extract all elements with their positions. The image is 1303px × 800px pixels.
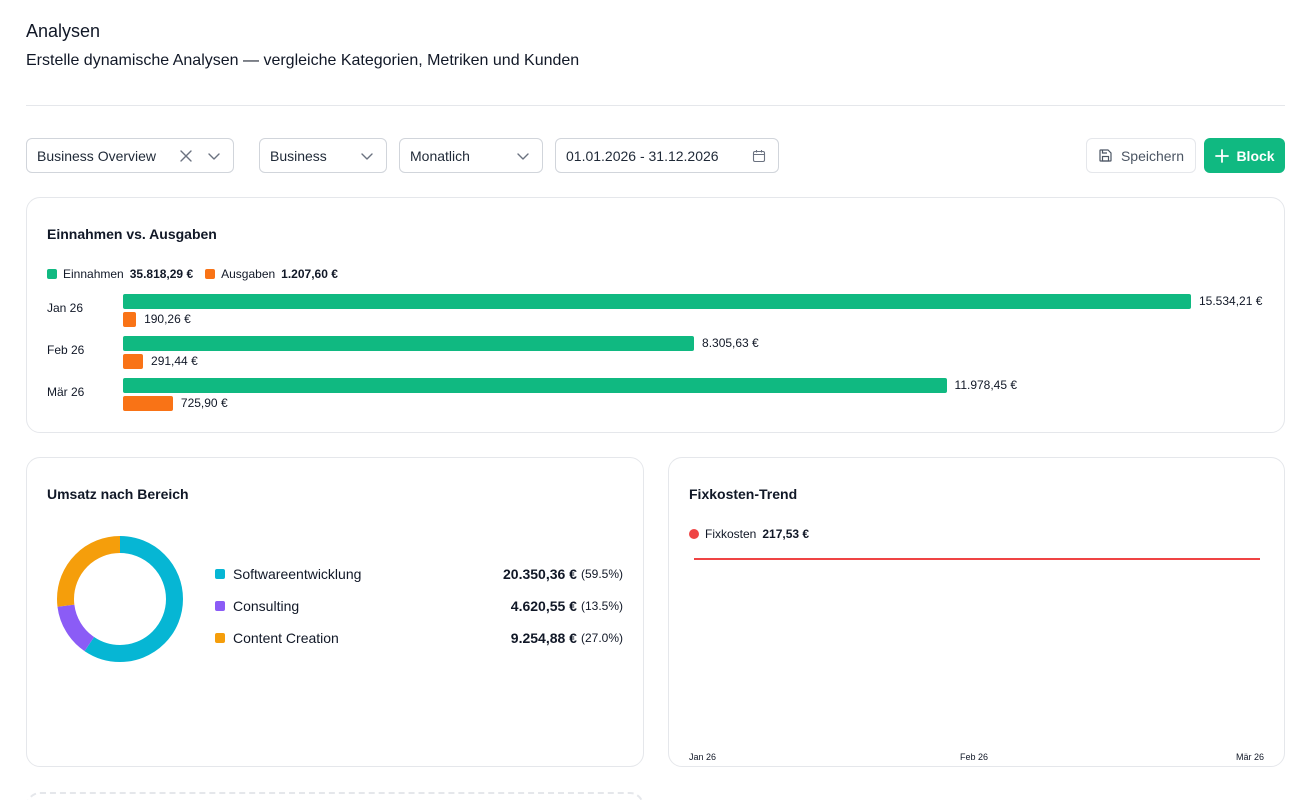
- income-bar: [123, 294, 1191, 309]
- card-title: Umsatz nach Bereich: [47, 486, 189, 502]
- legend-value-expense: 1.207,60 €: [281, 267, 338, 281]
- page-subtitle: Erstelle dynamische Analysen — vergleich…: [26, 52, 580, 69]
- legend-swatch-income: [47, 269, 57, 279]
- legend-swatch: [215, 569, 225, 579]
- income-value-label: 8.305,63 €: [702, 336, 759, 350]
- income-bar: [123, 336, 695, 351]
- chart-legend: Einnahmen 35.818,29 € Ausgaben 1.207,60 …: [47, 267, 350, 281]
- view-select[interactable]: Business Overview: [26, 138, 234, 173]
- category-percent: (59.5%): [580, 567, 623, 581]
- save-button[interactable]: Speichern: [1086, 138, 1196, 173]
- plus-icon: [1214, 148, 1230, 164]
- month-label: Jan 26: [47, 301, 84, 315]
- income-bar: [123, 378, 947, 393]
- category-name: Consulting: [233, 598, 300, 614]
- expense-value-label: 291,44 €: [151, 354, 198, 368]
- category-percent: (27.0%): [580, 631, 623, 645]
- donut-slice: [57, 536, 183, 662]
- legend-label: Fixkosten: [705, 527, 757, 541]
- legend-dot: [689, 529, 699, 539]
- list-item: Softwareentwicklung 20.350,36 € (59.5%): [215, 558, 623, 590]
- save-icon: [1098, 148, 1113, 163]
- chevron-down-icon: [205, 147, 223, 165]
- x-tick-label: Jan 26: [689, 752, 717, 762]
- chart-legend: Fixkosten 217,53 €: [689, 527, 809, 541]
- expense-value-label: 190,26 €: [144, 312, 191, 326]
- category-amount: 20.350,36 €: [503, 566, 577, 582]
- interval-select-label: Monatlich: [410, 147, 470, 164]
- line-chart: [694, 558, 1260, 560]
- bar-row: Feb 26 8.305,63 € 291,44 €: [27, 336, 1284, 372]
- x-tick-label: Mär 26: [1235, 752, 1264, 762]
- fixed-costs-card: Fixkosten-Trend Fixkosten 217,53 € Jan 2…: [668, 457, 1285, 767]
- income-value-label: 15.534,21 €: [1199, 294, 1263, 308]
- date-range-label: 01.01.2026 - 31.12.2026: [566, 147, 719, 164]
- calendar-icon: [750, 147, 768, 165]
- view-select-label: Business Overview: [37, 147, 157, 164]
- scope-select[interactable]: Business: [259, 138, 387, 173]
- date-range-picker[interactable]: 01.01.2026 - 31.12.2026: [555, 138, 779, 173]
- save-button-label: Speichern: [1120, 147, 1185, 164]
- legend-value: 217,53 €: [762, 527, 810, 541]
- legend-swatch-expense: [205, 269, 216, 279]
- x-tick-label: Feb 26: [960, 752, 989, 762]
- expense-bar: [123, 312, 137, 327]
- income-value-label: 11.978,45 €: [954, 378, 1018, 392]
- legend-value-income: 35.818,29 €: [129, 267, 194, 281]
- interval-select[interactable]: Monatlich: [399, 138, 543, 173]
- add-block-placeholder[interactable]: [26, 792, 644, 800]
- add-block-label: Block: [1236, 147, 1275, 164]
- category-name: Softwareentwicklung: [233, 566, 362, 582]
- chevron-down-icon: [358, 147, 376, 165]
- category-amount: 9.254,88 €: [510, 630, 577, 646]
- list-item: Consulting 4.620,55 € (13.5%): [215, 590, 623, 622]
- add-block-button[interactable]: Block: [1204, 138, 1285, 173]
- income-expense-card: Einnahmen vs. Ausgaben Einnahmen 35.818,…: [26, 197, 1285, 433]
- bar-row: Jan 26 15.534,21 € 190,26 €: [27, 294, 1284, 330]
- month-label: Feb 26: [47, 343, 85, 357]
- category-amount: 4.620,55 €: [510, 598, 577, 614]
- expense-bar: [123, 396, 173, 411]
- revenue-card: Umsatz nach Bereich Softwareentwicklung …: [26, 457, 644, 767]
- legend-swatch: [215, 601, 225, 611]
- category-name: Content Creation: [233, 630, 339, 646]
- month-label: Mär 26: [47, 385, 85, 399]
- list-item: Content Creation 9.254,88 € (27.0%): [215, 622, 623, 654]
- donut-chart: [57, 536, 183, 662]
- page-title: Analysen: [26, 21, 101, 41]
- chevron-down-icon: [514, 147, 532, 165]
- header-divider: [26, 105, 1285, 106]
- bar-row: Mär 26 11.978,45 € 725,90 €: [27, 378, 1284, 414]
- legend-swatch: [215, 633, 225, 643]
- legend-label-income: Einnahmen: [63, 267, 124, 281]
- expense-bar: [123, 354, 144, 369]
- clear-icon[interactable]: [177, 147, 195, 165]
- legend-label-expense: Ausgaben: [221, 267, 276, 281]
- category-percent: (13.5%): [580, 599, 623, 613]
- card-title: Fixkosten-Trend: [689, 486, 798, 502]
- card-title: Einnahmen vs. Ausgaben: [47, 226, 217, 242]
- scope-select-label: Business: [270, 147, 327, 164]
- revenue-legend: Softwareentwicklung 20.350,36 € (59.5%) …: [215, 558, 623, 654]
- expense-value-label: 725,90 €: [180, 396, 228, 410]
